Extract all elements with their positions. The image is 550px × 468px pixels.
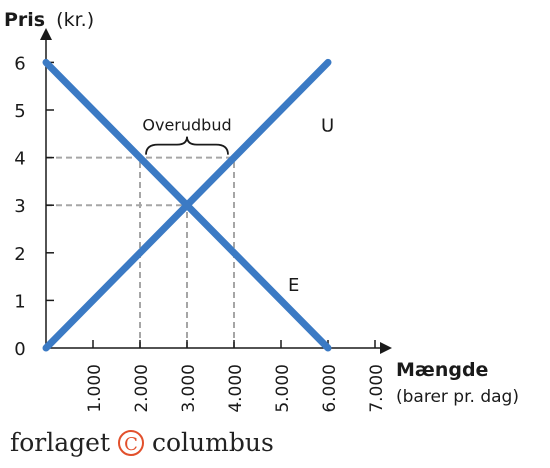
brand-left: forlaget bbox=[10, 428, 110, 457]
y-tick-label-6: 6 bbox=[14, 53, 25, 74]
x-tick-label-6000: 6.000 bbox=[320, 364, 340, 413]
annotation: Overudbud bbox=[142, 116, 232, 155]
x-tick-label-4000: 4.000 bbox=[226, 364, 246, 413]
publisher-logo: forlaget C columbus bbox=[10, 428, 274, 457]
series-lines bbox=[42, 58, 332, 352]
copyright-icon: C bbox=[118, 429, 144, 456]
tick-marks: 0 1 2 3 4 5 6 1.000 2.000 3.000 4.000 5.000 6.000 7.0… bbox=[14, 53, 387, 412]
x-tick-label-1000: 1.000 bbox=[85, 364, 105, 413]
y-tick-label-5: 5 bbox=[14, 101, 25, 122]
x-tick-label-5000: 5.000 bbox=[273, 364, 293, 413]
x-axis-label: Mængde bbox=[396, 359, 488, 381]
y-tick-label-1: 1 bbox=[14, 291, 25, 312]
series-label-U: U bbox=[321, 115, 334, 136]
y-tick-label-3: 3 bbox=[14, 196, 25, 217]
x-tick-label-2000: 2.000 bbox=[132, 364, 152, 413]
brand-right: columbus bbox=[152, 428, 274, 457]
y-tick-label-2: 2 bbox=[14, 244, 25, 265]
series-line-E bbox=[42, 58, 332, 352]
y-axis-label-unit: (kr.) bbox=[56, 9, 94, 31]
y-axis-label: Pris (kr.) bbox=[4, 9, 94, 31]
labels: Pris (kr.) Mængde (barer pr. dag) U E bbox=[4, 9, 519, 407]
x-tick-label-3000: 3.000 bbox=[179, 364, 199, 413]
overudbud-label: Overudbud bbox=[142, 116, 231, 135]
series-label-E: E bbox=[288, 275, 299, 296]
y-tick-label-0: 0 bbox=[14, 339, 25, 360]
y-tick-label-4: 4 bbox=[14, 149, 25, 170]
x-axis-unit: (barer pr. dag) bbox=[396, 387, 519, 407]
overudbud-brace bbox=[145, 136, 229, 155]
y-axis-label-bold: Pris bbox=[4, 9, 45, 31]
x-tick-label-7000: 7.000 bbox=[367, 364, 387, 413]
